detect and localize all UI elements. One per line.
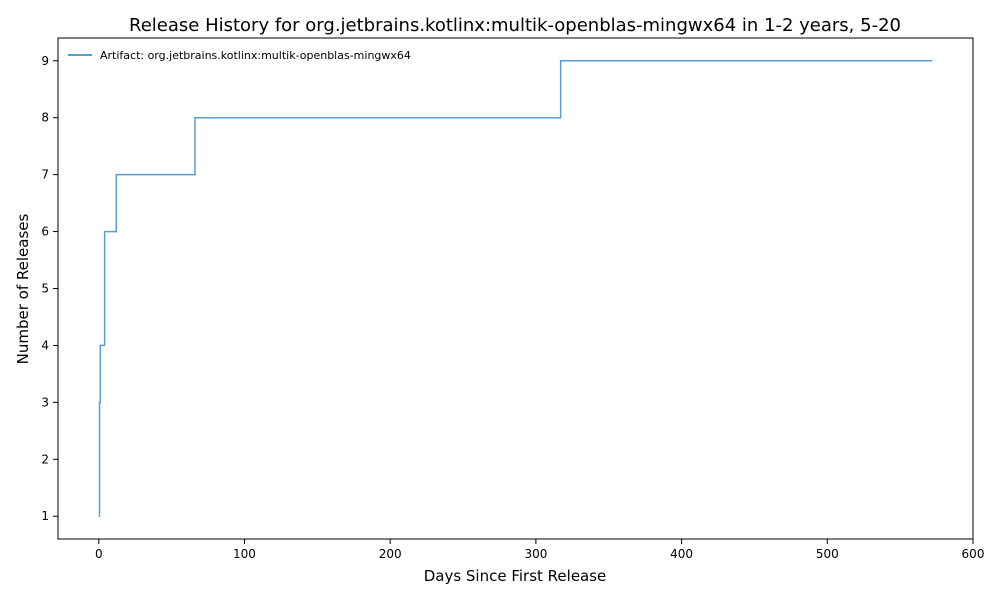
plot-frame [57, 37, 974, 540]
y-tick-label: 5 [41, 282, 49, 296]
x-axis-ticks: 0 100 200 300 400 500 600 [95, 539, 984, 561]
series-layer [98, 60, 933, 517]
y-tick-label: 6 [41, 225, 49, 239]
x-tick-label: 300 [524, 547, 547, 561]
x-tick-label: 600 [962, 547, 985, 561]
y-axis-label: Number of Releases [14, 213, 32, 364]
y-axis-ticks: 1 2 3 4 5 6 7 8 9 [41, 54, 58, 523]
y-tick-label: 4 [41, 338, 49, 352]
chart-title: Release History for org.jetbrains.kotlin… [129, 15, 901, 36]
y-tick-label: 3 [41, 395, 49, 409]
legend: Artifact: org.jetbrains.kotlinx:multik-o… [68, 49, 411, 62]
y-tick-label: 1 [41, 509, 49, 523]
x-tick-label: 0 [95, 547, 103, 561]
x-axis-label: Days Since First Release [424, 567, 607, 585]
y-tick-label: 2 [41, 452, 49, 466]
x-tick-label: 200 [379, 547, 402, 561]
y-tick-label: 8 [41, 111, 49, 125]
y-tick-label: 9 [41, 54, 49, 68]
x-tick-label: 100 [233, 547, 256, 561]
series-line-0 [98, 60, 933, 517]
x-tick-label: 500 [816, 547, 839, 561]
legend-label: Artifact: org.jetbrains.kotlinx:multik-o… [100, 49, 411, 62]
plot-area: 0 100 200 300 400 500 600 1 2 3 4 5 6 7 8 9 [41, 37, 984, 561]
y-tick-label: 7 [41, 168, 49, 182]
x-tick-label: 400 [670, 547, 693, 561]
